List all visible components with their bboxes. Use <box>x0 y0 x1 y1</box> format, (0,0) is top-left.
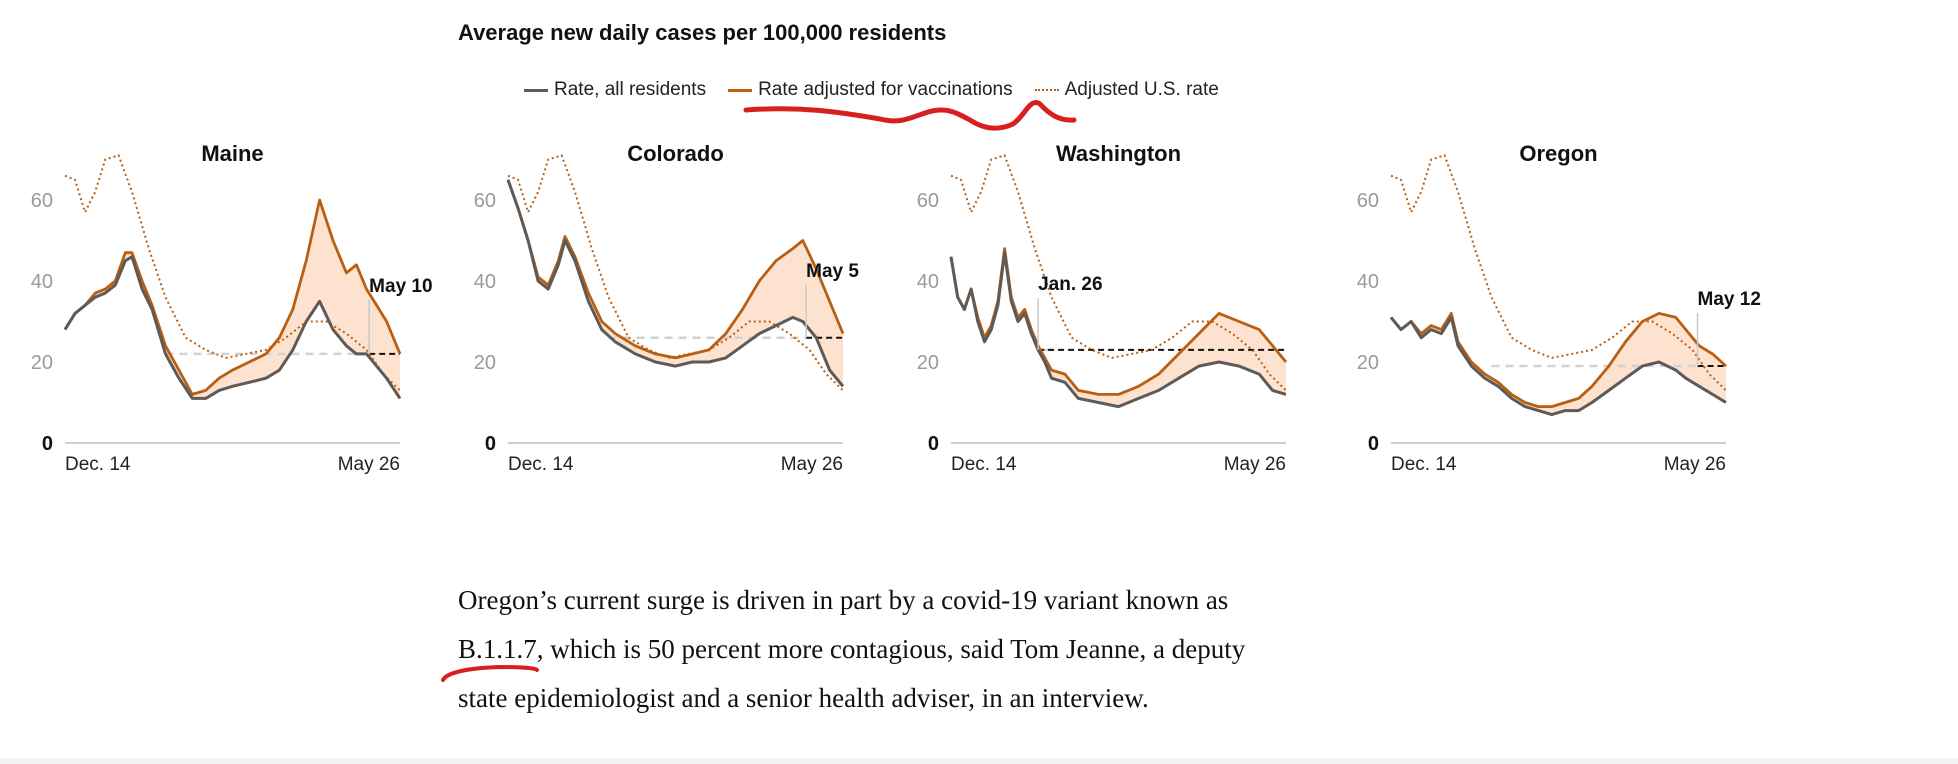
article-paragraph: Oregon’s current surge is driven in part… <box>458 576 1358 723</box>
x-tick-label: May 26 <box>338 454 400 475</box>
small-multiples-charts: Maine 0 20 40 60 Dec. 14 May 26 May 10 Colorado 0… <box>31 141 1761 475</box>
series-us-rate-line <box>950 154 1287 392</box>
variant-name: B.1.1.7 <box>458 634 537 664</box>
annotation-label: May 10 <box>369 276 432 297</box>
y-tick-label: 0 <box>1368 433 1379 455</box>
series-all-residents-line <box>1389 315 1727 417</box>
legend-swatch-solid-orange <box>728 88 753 92</box>
series-all-residents-line <box>63 255 402 400</box>
legend-label: Rate, all residents <box>554 79 707 100</box>
legend-label: Adjusted U.S. rate <box>1064 79 1219 100</box>
y-tick-label: 20 <box>1357 352 1379 374</box>
gap-band <box>65 202 400 399</box>
annotation-label: Jan. 26 <box>1038 274 1102 295</box>
article-line-1: Oregon’s current surge is driven in part… <box>458 585 1229 615</box>
x-tick-label: Dec. 14 <box>65 454 131 475</box>
y-tick-label: 60 <box>917 190 939 212</box>
series-adjusted-line <box>63 198 402 396</box>
series-us-rate-line <box>507 154 844 392</box>
page-bottom-band <box>0 758 1958 764</box>
legend-item-all-residents: Rate, all residents <box>524 79 706 101</box>
y-tick-label: 60 <box>474 190 496 212</box>
panel-title: Colorado <box>627 141 724 166</box>
y-tick-label: 0 <box>485 433 496 455</box>
gap-band <box>1391 313 1726 415</box>
y-tick-label: 20 <box>31 352 53 374</box>
series-all-residents-line <box>506 179 845 388</box>
y-tick-label: 40 <box>1357 271 1379 293</box>
gap-band <box>508 179 843 387</box>
y-tick-label: 40 <box>917 271 939 293</box>
y-tick-label: 20 <box>917 352 939 374</box>
article-line-3: state epidemiologist and a senior health… <box>458 683 1149 713</box>
series-us-rate-line <box>1390 154 1727 392</box>
panel-title: Washington <box>1056 141 1181 166</box>
x-tick-label: Dec. 14 <box>1391 454 1457 475</box>
y-tick-label: 40 <box>31 271 53 293</box>
legend-item-adjusted: Rate adjusted for vaccinations <box>728 79 1013 101</box>
x-tick-label: Dec. 14 <box>508 454 574 475</box>
x-tick-label: Dec. 14 <box>951 454 1017 475</box>
article-line-2: , which is 50 percent more contagious, s… <box>536 634 1246 664</box>
legend-label: Rate adjusted for vaccinations <box>758 79 1013 100</box>
x-tick-label: May 26 <box>1664 454 1726 475</box>
panel-title: Oregon <box>1519 141 1597 166</box>
y-tick-label: 60 <box>1357 190 1379 212</box>
panel-title: Maine <box>201 141 263 166</box>
y-tick-label: 20 <box>474 352 496 374</box>
x-tick-label: May 26 <box>1224 454 1286 475</box>
x-tick-label: May 26 <box>781 454 843 475</box>
series-all-residents-line <box>949 251 1287 409</box>
chart-title: Average new daily cases per 100,000 resi… <box>458 20 947 45</box>
legend-item-us-rate: Adjusted U.S. rate <box>1034 79 1219 101</box>
gap-band <box>951 253 1286 407</box>
y-tick-label: 60 <box>31 190 53 212</box>
legend: Rate, all residents Rate adjusted for va… <box>524 78 1241 102</box>
series-adjusted-line <box>506 179 845 360</box>
series-us-rate-line <box>64 154 401 392</box>
legend-swatch-dotted-orange <box>1034 89 1059 91</box>
annotation-label: May 12 <box>1698 289 1761 310</box>
y-tick-label: 0 <box>928 433 939 455</box>
annotation-label: May 5 <box>806 261 859 282</box>
series-adjusted-line <box>1389 312 1727 408</box>
y-tick-label: 40 <box>474 271 496 293</box>
y-tick-label: 0 <box>42 433 53 455</box>
legend-swatch-solid-gray <box>524 88 548 92</box>
